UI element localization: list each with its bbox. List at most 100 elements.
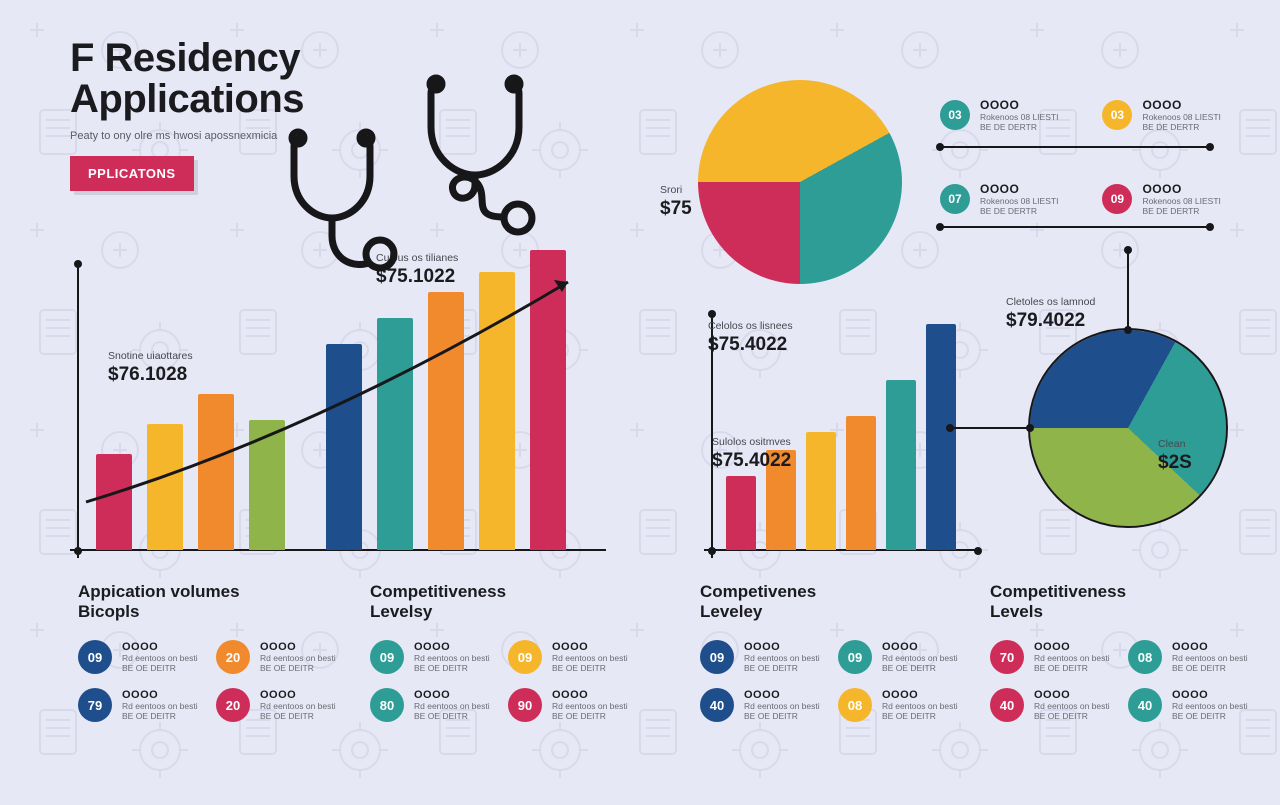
badge-item: 80 OOOO Rd eentoos on besti BE OE DEITR: [370, 688, 490, 722]
stat-value: $79.4022: [1006, 310, 1095, 332]
page-title-line1: F Residency: [70, 38, 430, 79]
badge-item: 40 OOOO Rd eentoos on besti BE OE DEITR: [700, 688, 820, 722]
section-title: Appication volumesBicopls: [78, 582, 278, 621]
badge-title: OOOO: [414, 689, 490, 701]
stat-value: $75.4022: [712, 450, 791, 472]
trend-arrow-icon: [68, 250, 628, 570]
badge-title: OOOO: [882, 689, 958, 701]
badge-item: 08 OOOO Rd eentoos on besti BE OE DEITR: [1128, 640, 1248, 674]
badge-sub: Rd eentoos on besti: [882, 701, 958, 711]
pie-chart-right: [1030, 330, 1226, 526]
badge-sub: BE OE DEITR: [1172, 711, 1248, 721]
badge-item: 09 OOOO Rd eentoos on besti BE OE DEITR: [370, 640, 490, 674]
badge-grid: 09 OOOO Rd eentoos on besti BE OE DEITR0…: [700, 640, 958, 722]
badge-grid: 09 OOOO Rd eentoos on besti BE OE DEITR2…: [78, 640, 336, 722]
stat-label: Cletoles os lamnod: [1006, 296, 1095, 308]
badge-title: OOOO: [1172, 689, 1248, 701]
badge-circle: 09: [838, 640, 872, 674]
badge-title: OOOO: [1034, 689, 1110, 701]
badge-sub: Rd eentoos on besti: [552, 653, 628, 663]
badge-sub: Rd eentoos on besti: [260, 701, 336, 711]
badge-title: OOOO: [552, 641, 628, 653]
badge-sub: BE OE DEITR: [552, 711, 628, 721]
stat-label: Clean: [1158, 438, 1192, 450]
badge-title: OOOO: [414, 641, 490, 653]
stat-block: Clean $2S: [1158, 438, 1192, 474]
badge-circle: 20: [216, 688, 250, 722]
applications-button[interactable]: PPLICATONS: [70, 156, 194, 191]
badge-title: OOOO: [1172, 641, 1248, 653]
stat-block: Sulolos ositmves $75.4022: [712, 436, 791, 472]
badge-sub: Rd eentoos on besti: [1034, 701, 1110, 711]
badge-title: OOOO: [260, 689, 336, 701]
bar: [886, 380, 916, 550]
badge-item: 90 OOOO Rd eentoos on besti BE OE DEITR: [508, 688, 628, 722]
badge-item: 09 OOOO Rd eentoos on besti BE OE DEITR: [700, 640, 820, 674]
bar: [846, 416, 876, 550]
badge-sub: BE OE DEITR: [1172, 663, 1248, 673]
section-title: CompetitivenessLevels: [990, 582, 1190, 621]
badge-circle: 09: [370, 640, 404, 674]
badge-item: 20 OOOO Rd eentoos on besti BE OE DEITR: [216, 640, 336, 674]
badge-grid: 70 OOOO Rd eentoos on besti BE OE DEITR0…: [990, 640, 1248, 722]
badge-sub: Rd eentoos on besti: [744, 653, 820, 663]
badge-circle: 09: [508, 640, 542, 674]
badge-item: 70 OOOO Rd eentoos on besti BE OE DEITR: [990, 640, 1110, 674]
badge-item: 09 OOOO Rd eentoos on besti BE OE DEITR: [508, 640, 628, 674]
stat-label: Celolos os lisnees: [708, 320, 793, 332]
badge-circle: 08: [838, 688, 872, 722]
badge-sub: BE OE DEITR: [744, 663, 820, 673]
badge-title: OOOO: [122, 689, 198, 701]
badge-circle: 40: [990, 688, 1024, 722]
bar: [926, 324, 956, 550]
badge-item: 09 OOOO Rd eentoos on besti BE OE DEITR: [838, 640, 958, 674]
stat-block: Cletoles os lamnod $79.4022: [1006, 296, 1095, 332]
badge-sub: Rd eentoos on besti: [122, 653, 198, 663]
badge-item: 40 OOOO Rd eentoos on besti BE OE DEITR: [1128, 688, 1248, 722]
badge-sub: Rd eentoos on besti: [552, 701, 628, 711]
stat-label: Sulolos ositmves: [712, 436, 791, 448]
badge-title: OOOO: [122, 641, 198, 653]
bar: [806, 432, 836, 550]
badge-sub: Rd eentoos on besti: [122, 701, 198, 711]
badge-title: OOOO: [744, 641, 820, 653]
badge-title: OOOO: [260, 641, 336, 653]
badge-sub: BE OE DEITR: [414, 663, 490, 673]
badge-sub: Rd eentoos on besti: [1034, 653, 1110, 663]
badge-sub: Rd eentoos on besti: [260, 653, 336, 663]
bar: [726, 476, 756, 550]
badge-title: OOOO: [744, 689, 820, 701]
badge-circle: 40: [700, 688, 734, 722]
badge-circle: 20: [216, 640, 250, 674]
badge-sub: BE OE DEITR: [1034, 663, 1110, 673]
stethoscope-icon: [400, 72, 560, 247]
badge-circle: 09: [78, 640, 112, 674]
badge-circle: 79: [78, 688, 112, 722]
badge-sub: BE OE DEITR: [744, 711, 820, 721]
badge-sub: Rd eentoos on besti: [1172, 653, 1248, 663]
badge-sub: BE OE DEITR: [414, 711, 490, 721]
badge-circle: 70: [990, 640, 1024, 674]
badge-sub: BE OE DEITR: [882, 711, 958, 721]
badge-title: OOOO: [552, 689, 628, 701]
badge-sub: BE OE DEITR: [260, 663, 336, 673]
badge-item: 40 OOOO Rd eentoos on besti BE OE DEITR: [990, 688, 1110, 722]
badge-item: 20 OOOO Rd eentoos on besti BE OE DEITR: [216, 688, 336, 722]
badge-sub: Rd eentoos on besti: [414, 653, 490, 663]
badge-circle: 08: [1128, 640, 1162, 674]
badge-title: OOOO: [882, 641, 958, 653]
badge-sub: Rd eentoos on besti: [414, 701, 490, 711]
page-title-line2: Applications: [70, 79, 430, 120]
badge-sub: BE OE DEITR: [260, 711, 336, 721]
stat-value: $2S: [1158, 452, 1192, 474]
legend-divider: [940, 226, 1210, 228]
badge-circle: 90: [508, 688, 542, 722]
stat-value: $75.4022: [708, 334, 793, 356]
badge-sub: BE OE DEITR: [882, 663, 958, 673]
badge-sub: BE OE DEITR: [552, 663, 628, 673]
section-title: CompetivenesLeveley: [700, 582, 900, 621]
badge-circle: 80: [370, 688, 404, 722]
badge-circle: 09: [700, 640, 734, 674]
badge-sub: Rd eentoos on besti: [1172, 701, 1248, 711]
badge-sub: BE OE DEITR: [122, 711, 198, 721]
